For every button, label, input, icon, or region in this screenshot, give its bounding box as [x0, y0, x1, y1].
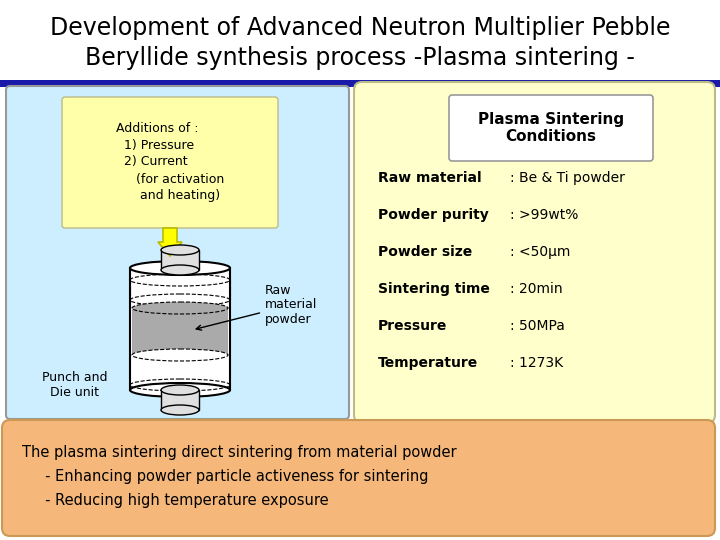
Text: : >99wt%: : >99wt%	[510, 208, 578, 222]
Text: : 1273K: : 1273K	[510, 356, 563, 370]
Bar	[0, 80, 720, 87]
Text: Powder purity: Powder purity	[378, 208, 489, 222]
Ellipse shape	[132, 302, 228, 314]
Text: Powder size: Powder size	[378, 245, 472, 259]
Text: - Enhancing powder particle activeness for sintering: - Enhancing powder particle activeness f…	[22, 469, 428, 483]
Ellipse shape	[130, 383, 230, 397]
FancyBboxPatch shape	[354, 82, 715, 423]
Text: : Be & Ti powder: : Be & Ti powder	[510, 171, 625, 185]
Text: The plasma sintering direct sintering from material powder: The plasma sintering direct sintering fr…	[22, 444, 456, 460]
FancyBboxPatch shape	[2, 420, 715, 536]
Text: Development of Advanced Neutron Multiplier Pebble: Development of Advanced Neutron Multipli…	[50, 16, 670, 40]
FancyBboxPatch shape	[6, 86, 349, 419]
Bar	[161, 390, 199, 410]
Text: Raw
material
powder: Raw material powder	[196, 284, 318, 330]
Text: - Reducing high temperature exposure: - Reducing high temperature exposure	[22, 492, 328, 508]
Text: Sintering time: Sintering time	[378, 282, 490, 296]
Text: Raw material: Raw material	[378, 171, 482, 185]
Text: Beryllide synthesis process -Plasma sintering -: Beryllide synthesis process -Plasma sint…	[85, 46, 635, 70]
Text: Punch and
Die unit: Punch and Die unit	[42, 371, 108, 399]
Ellipse shape	[161, 245, 199, 255]
Ellipse shape	[130, 261, 230, 275]
Ellipse shape	[161, 385, 199, 395]
Ellipse shape	[161, 405, 199, 415]
Text: : 20min: : 20min	[510, 282, 562, 296]
Text: : <50μm: : <50μm	[510, 245, 570, 259]
Ellipse shape	[161, 265, 199, 275]
FancyBboxPatch shape	[449, 95, 653, 161]
FancyBboxPatch shape	[62, 97, 278, 228]
Text: : 50MPa: : 50MPa	[510, 319, 565, 333]
FancyArrow shape	[158, 228, 182, 256]
Text: Pressure: Pressure	[378, 319, 447, 333]
Bar	[132, 308, 228, 355]
Text: Additions of :
  1) Pressure
  2) Current
     (for activation
      and heating: Additions of : 1) Pressure 2) Current (f…	[116, 122, 224, 202]
Ellipse shape	[132, 349, 228, 361]
Text: Plasma Sintering
Conditions: Plasma Sintering Conditions	[478, 112, 624, 144]
Bar	[130, 268, 230, 390]
Text: Temperature: Temperature	[378, 356, 478, 370]
Bar	[161, 250, 199, 270]
